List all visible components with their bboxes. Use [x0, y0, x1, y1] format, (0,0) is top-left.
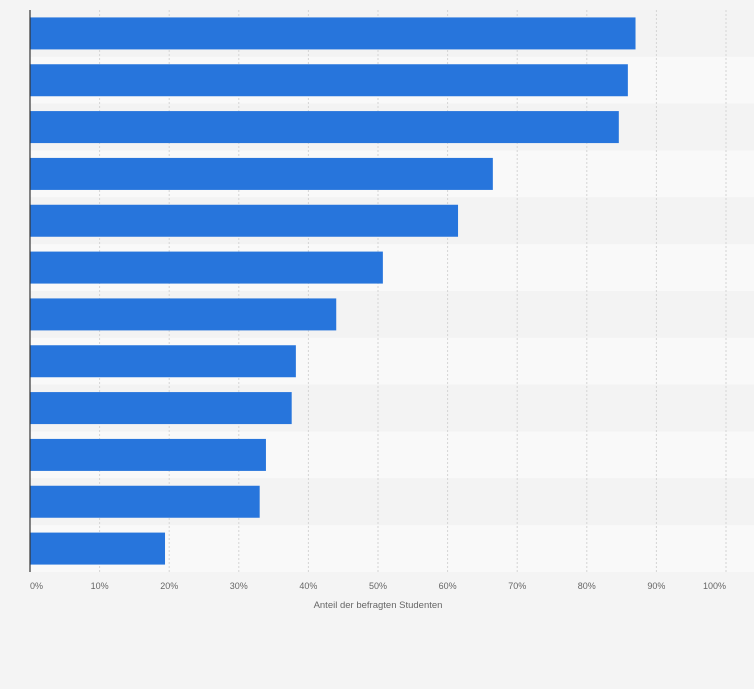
x-tick-label: 40% [299, 581, 317, 591]
bar [30, 438, 266, 471]
bars [30, 17, 636, 565]
bar [30, 17, 636, 50]
bar [30, 157, 493, 190]
x-tick-label: 10% [91, 581, 109, 591]
bar [30, 251, 383, 284]
bar [30, 532, 166, 565]
bar [30, 392, 292, 425]
bar [30, 111, 619, 144]
x-tick-label: 100% [703, 581, 726, 591]
bar [30, 64, 628, 97]
bar [30, 485, 260, 518]
x-axis-title: Anteil der befragten Studenten [314, 600, 443, 611]
bar [30, 298, 337, 331]
bar [30, 204, 459, 237]
x-tick-label: 80% [578, 581, 596, 591]
x-tick-label: 20% [160, 581, 178, 591]
x-tick-label: 50% [369, 581, 387, 591]
x-tick-label: 0% [30, 581, 43, 591]
x-tick-label: 60% [439, 581, 457, 591]
gridlines [99, 10, 727, 572]
x-tick-label: 70% [508, 581, 526, 591]
x-tick-label: 90% [647, 581, 665, 591]
x-tick-labels: 0% 10% 20% 30% 40% 50% 60% 70% 80% 90% 100% [30, 581, 726, 591]
bar [30, 345, 296, 378]
x-tick-label: 30% [230, 581, 248, 591]
